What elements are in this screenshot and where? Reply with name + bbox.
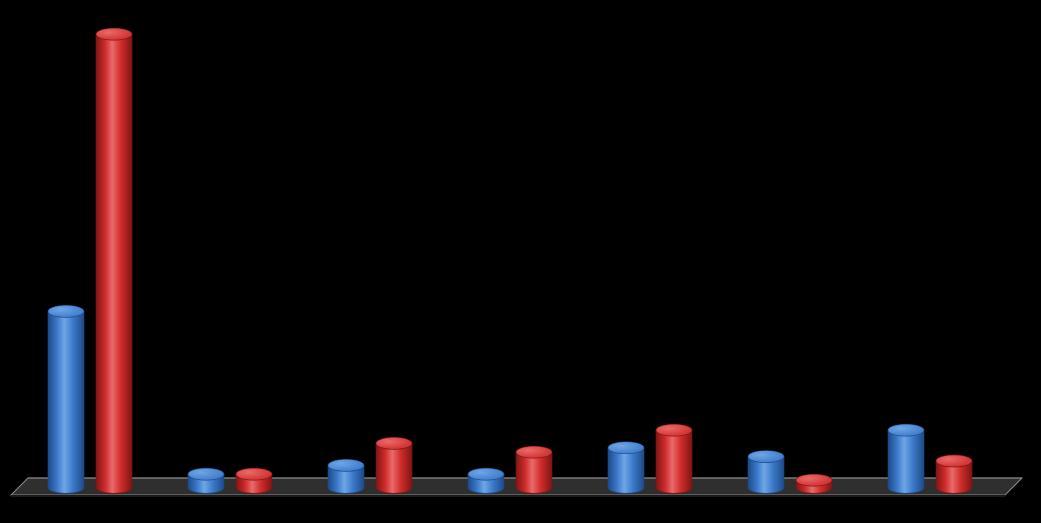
bar-c6-series-b-top bbox=[796, 474, 832, 486]
bar-c7-series-a bbox=[888, 430, 924, 493]
bar-c1-series-a-top bbox=[48, 305, 84, 317]
bar-c4-series-a-top bbox=[468, 468, 504, 480]
chart-floor-front bbox=[11, 495, 1005, 497]
bar-c7-series-a-top bbox=[888, 424, 924, 436]
bar-c5-series-a-top bbox=[608, 442, 644, 454]
bar-c1-series-b-top bbox=[96, 28, 132, 40]
bar-c3-series-b-top bbox=[376, 437, 412, 449]
bar-c1-series-b bbox=[96, 34, 132, 493]
bar-c2-series-b-top bbox=[236, 468, 272, 480]
bar-c1-series-a bbox=[48, 311, 84, 493]
bar-c5-series-b-top bbox=[656, 424, 692, 436]
bar-c3-series-b bbox=[376, 443, 412, 493]
bar-c4-series-b-top bbox=[516, 446, 552, 458]
bar-c5-series-a bbox=[608, 448, 644, 494]
bar-c2-series-a-top bbox=[188, 468, 224, 480]
bar-c7-series-b-top bbox=[936, 455, 972, 467]
chart-background bbox=[0, 0, 1041, 523]
bar-c5-series-b bbox=[656, 430, 692, 493]
bar-chart bbox=[0, 0, 1041, 523]
bar-c6-series-a-top bbox=[748, 451, 784, 463]
bar-c3-series-a-top bbox=[328, 459, 364, 471]
